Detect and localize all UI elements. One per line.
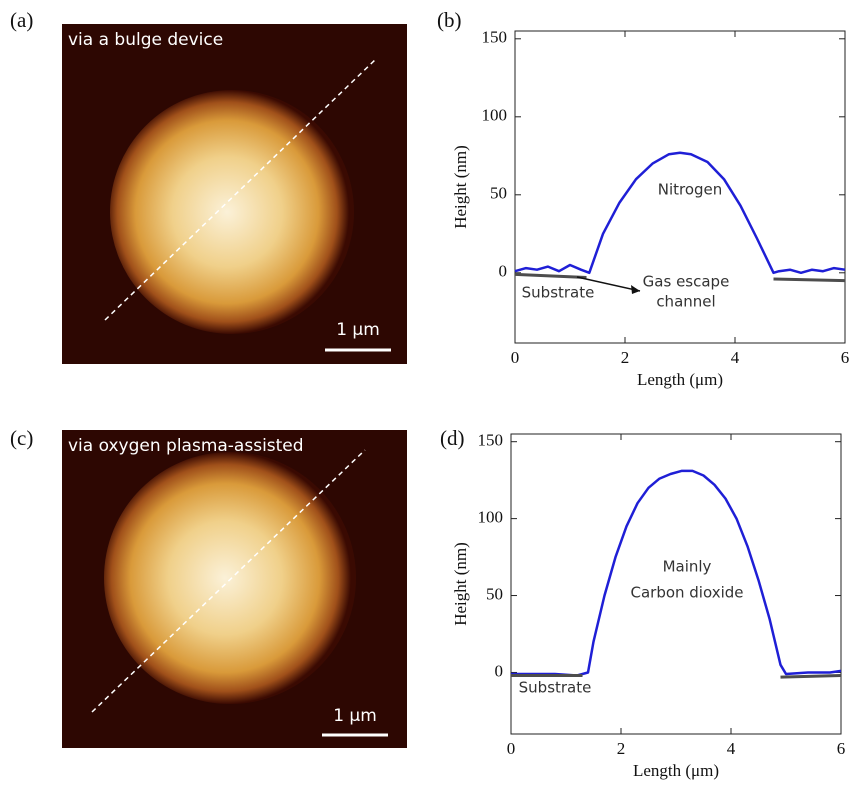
- data-line: [514, 151, 846, 275]
- arrow-head: [631, 285, 640, 294]
- annotation: Gas escape: [643, 273, 730, 291]
- profile-line: [91, 449, 366, 713]
- x-tick-label: 6: [837, 739, 846, 758]
- y-tick-label: 50: [490, 184, 507, 203]
- y-axis-label: Height (nm): [451, 542, 470, 626]
- annotation: Mainly: [663, 558, 712, 576]
- x-axis-label: Length (μm): [633, 761, 719, 780]
- plot-frame: [510, 433, 842, 735]
- arrow: [576, 276, 641, 292]
- image-caption: via oxygen plasma-assisted: [68, 436, 304, 456]
- data-line: [511, 469, 842, 677]
- bubble: [110, 90, 354, 334]
- y-tick-label: 50: [486, 584, 503, 603]
- y-tick-label: 100: [482, 106, 508, 125]
- x-axis-label: Length (μm): [637, 370, 723, 389]
- x-tick-label: 2: [621, 348, 630, 367]
- x-tick-label: 2: [617, 739, 626, 758]
- annotation: Substrate: [519, 679, 592, 697]
- data-line: [514, 272, 846, 283]
- y-tick-label: 150: [482, 28, 508, 47]
- x-tick-label: 0: [511, 348, 520, 367]
- panel-label: (d): [440, 426, 465, 450]
- annotation: channel: [656, 293, 715, 311]
- annotation: Substrate: [522, 284, 595, 302]
- y-tick-label: 150: [478, 431, 504, 450]
- y-tick-label: 0: [495, 661, 504, 680]
- x-tick-label: 0: [507, 739, 516, 758]
- data-line: [511, 674, 842, 679]
- plot-frame: [514, 30, 846, 344]
- y-axis-label: Height (nm): [451, 145, 470, 229]
- image-caption: via a bulge device: [68, 30, 223, 50]
- x-tick-label: 4: [727, 739, 736, 758]
- annotation: Carbon dioxide: [630, 584, 743, 602]
- annotation: Nitrogen: [658, 181, 723, 199]
- scale-label: 1 μm: [336, 320, 380, 340]
- panel-label: (c): [10, 426, 33, 450]
- y-tick-label: 0: [499, 262, 508, 281]
- scale-label: 1 μm: [333, 706, 377, 726]
- y-tick-label: 100: [478, 508, 504, 527]
- panel-label: (a): [10, 8, 33, 32]
- panel-label: (b): [437, 8, 462, 32]
- x-tick-label: 6: [841, 348, 849, 367]
- x-tick-label: 4: [731, 348, 740, 367]
- bubble: [104, 452, 356, 704]
